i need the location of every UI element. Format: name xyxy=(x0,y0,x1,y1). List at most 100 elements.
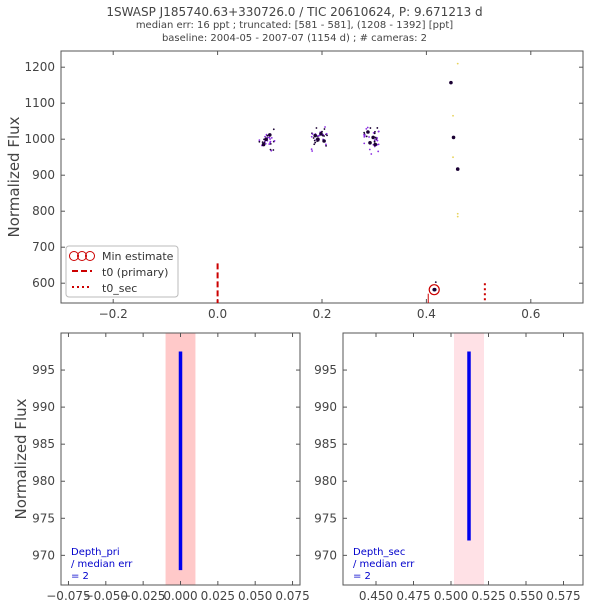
depth-annotation: = 2 xyxy=(71,571,89,582)
legend-entry: Min estimate xyxy=(102,250,174,263)
y-tick-label: 990 xyxy=(314,400,337,414)
y-tick-label: 900 xyxy=(32,168,55,182)
binned-point xyxy=(316,137,320,141)
depth-annotation: Depth_sec xyxy=(353,547,405,558)
folded-point xyxy=(266,134,269,137)
sparse-point xyxy=(456,62,459,65)
legend-min-estimate-swatch xyxy=(69,251,79,261)
y-tick-label: 970 xyxy=(314,548,337,562)
binned-point xyxy=(366,130,370,134)
legend-entry: t0 (primary) xyxy=(102,266,168,279)
sparse-point xyxy=(434,281,437,284)
x-tick-label: −0.075 xyxy=(46,589,90,603)
folded-point xyxy=(314,141,317,144)
folded-point xyxy=(325,143,327,146)
folded-point xyxy=(363,136,366,138)
folded-point xyxy=(313,143,316,146)
folded-point xyxy=(269,143,272,145)
folded-point xyxy=(269,138,271,140)
legend-min-estimate-swatch xyxy=(85,251,95,261)
folded-point xyxy=(261,141,264,144)
folded-point xyxy=(315,127,318,129)
sparse-point xyxy=(456,215,459,218)
x-tick-label: −0.050 xyxy=(84,589,128,603)
folded-point xyxy=(365,127,368,130)
folded-point xyxy=(366,126,369,129)
legend-min-estimate-swatch xyxy=(77,251,87,261)
y-tick-label: 975 xyxy=(32,511,55,525)
y-tick-label: 1100 xyxy=(24,96,55,110)
folded-point xyxy=(310,148,313,151)
y-tick-label: 985 xyxy=(32,437,55,451)
folded-point xyxy=(374,136,377,139)
folded-point xyxy=(369,127,372,129)
x-tick-label: 0.050 xyxy=(238,589,272,603)
x-tick-label: 0.0 xyxy=(208,307,227,321)
x-tick-label: 0.550 xyxy=(509,589,543,603)
y-tick-label: 800 xyxy=(32,204,55,218)
depth-annotation: / median err xyxy=(71,559,133,570)
binned-point xyxy=(449,80,453,85)
depth-annotation: = 2 xyxy=(353,571,371,582)
y-tick-label: 970 xyxy=(32,548,55,562)
x-tick-label: 0.025 xyxy=(201,589,235,603)
y-tick-label: 700 xyxy=(32,240,55,254)
y-tick-label: 1000 xyxy=(24,132,55,146)
folded-point xyxy=(312,137,315,139)
binned-point xyxy=(264,137,268,141)
folded-point xyxy=(272,149,275,151)
folded-point xyxy=(373,140,376,143)
binned-point xyxy=(313,133,318,138)
depth-annotation: / median err xyxy=(353,559,415,570)
y-tick-label: 990 xyxy=(32,400,55,414)
folded-point xyxy=(324,126,326,128)
legend: Min estimate t0 (primary) t0_sec xyxy=(65,245,179,298)
y-tick-label: 975 xyxy=(314,511,337,525)
folded-point xyxy=(310,135,313,138)
folded-point xyxy=(273,139,276,142)
folded-point xyxy=(326,134,328,137)
x-tick-label: 0.475 xyxy=(396,589,430,603)
folded-point xyxy=(370,153,373,155)
folded-point xyxy=(377,143,380,146)
y-axis-label: Normalized Flux xyxy=(5,116,23,237)
folded-point xyxy=(363,142,366,145)
folded-point xyxy=(325,132,328,135)
y-tick-label: 995 xyxy=(32,363,55,377)
x-tick-label: 0.075 xyxy=(275,589,309,603)
x-tick-label: 0.2 xyxy=(312,307,331,321)
sparse-point xyxy=(456,212,459,215)
x-tick-label: −0.025 xyxy=(121,589,165,603)
folded-point xyxy=(272,128,275,131)
binned-point xyxy=(451,135,456,140)
binned-point xyxy=(268,133,272,137)
binned-point xyxy=(322,139,326,143)
figure-subtitle-baseline: baseline: 2004-05 - 2007-07 (1154 d) ; #… xyxy=(161,33,428,44)
folded-point xyxy=(365,135,368,138)
x-tick-label: −0.2 xyxy=(99,307,128,321)
folded-point xyxy=(377,130,380,133)
folded-point xyxy=(368,148,371,151)
y-tick-label: 1200 xyxy=(24,60,55,74)
x-tick-label: 0.4 xyxy=(417,307,436,321)
folded-point xyxy=(368,136,370,138)
folded-point xyxy=(376,127,379,129)
folded-point xyxy=(373,139,376,141)
folded-point xyxy=(268,136,271,139)
folded-point xyxy=(325,144,327,147)
folded-point xyxy=(313,139,316,142)
folded-point xyxy=(263,141,266,144)
folded-point xyxy=(311,133,314,135)
min-estimate-point xyxy=(432,287,437,292)
folded-point xyxy=(311,150,314,152)
axes-frame xyxy=(342,332,584,586)
y-tick-label: 600 xyxy=(32,276,55,290)
y-tick-label: 985 xyxy=(314,437,337,451)
x-tick-label: 0.500 xyxy=(434,589,468,603)
folded-point xyxy=(363,133,365,136)
folded-point xyxy=(321,134,324,137)
legend-entry: t0_sec xyxy=(102,282,137,295)
x-tick-label: 0.6 xyxy=(521,307,540,321)
